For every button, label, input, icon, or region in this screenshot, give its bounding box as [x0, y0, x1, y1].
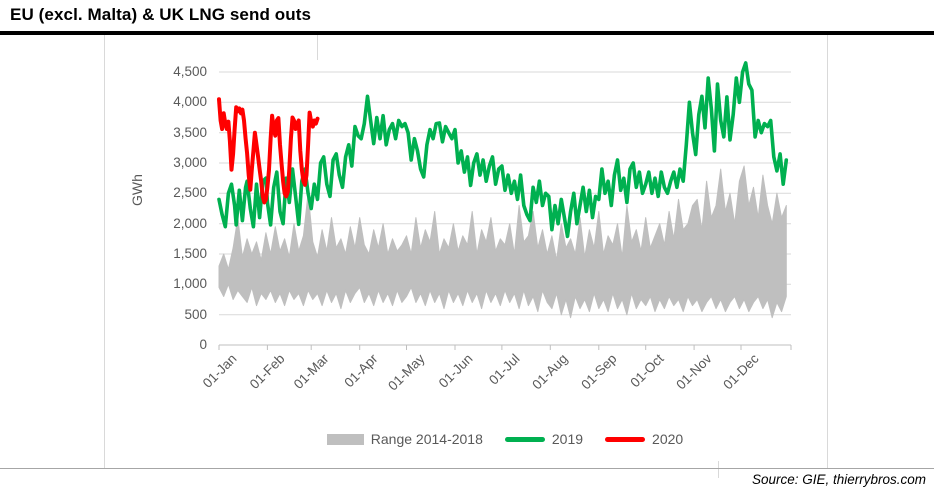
series-2020: [217, 97, 320, 205]
legend-item-2020[interactable]: 2020: [605, 431, 683, 447]
worksheet-gridline-top: [317, 35, 318, 60]
y-tick-label: 3,500: [173, 124, 207, 140]
y-tick-label: 2,500: [173, 185, 207, 201]
y-axis-title: GWh: [129, 174, 145, 206]
y-tick-label: 4,500: [173, 64, 207, 79]
legend: Range 2014-2018 2019 2020: [219, 429, 791, 449]
legend-item-2019[interactable]: 2019: [504, 431, 584, 447]
series-2019: [217, 61, 789, 239]
worksheet-row-border: [0, 468, 934, 469]
legend-label: Range 2014-2018: [370, 431, 483, 447]
y-tick-label: 4,000: [173, 94, 207, 110]
y-tick-label: 1,000: [173, 276, 207, 292]
legend-label: 2020: [652, 431, 684, 447]
worksheet-gridline-right: [827, 35, 828, 468]
y-tick-label: 1,500: [173, 246, 207, 261]
y-tick-label: 500: [184, 306, 207, 322]
legend-label: 2019: [551, 431, 584, 447]
worksheet-gridline-left: [104, 35, 105, 468]
legend-swatch: [326, 433, 364, 445]
page-title: EU (excl. Malta) & UK LNG send outs: [10, 5, 312, 24]
y-tick-label: 3,000: [173, 155, 207, 170]
source-text: Source: GIE, thierrybros.com: [751, 472, 926, 487]
legend-item-range-2014-2018[interactable]: Range 2014-2018: [326, 431, 483, 447]
legend-swatch: [605, 436, 646, 442]
series-range-2014-2018: [218, 165, 787, 319]
title-underline: [0, 31, 934, 35]
y-tick-label: 0: [199, 337, 207, 352]
legend-swatch: [504, 436, 545, 442]
worksheet-gridline-bottom: [718, 461, 719, 478]
y-tick-label: 2,000: [173, 215, 207, 231]
